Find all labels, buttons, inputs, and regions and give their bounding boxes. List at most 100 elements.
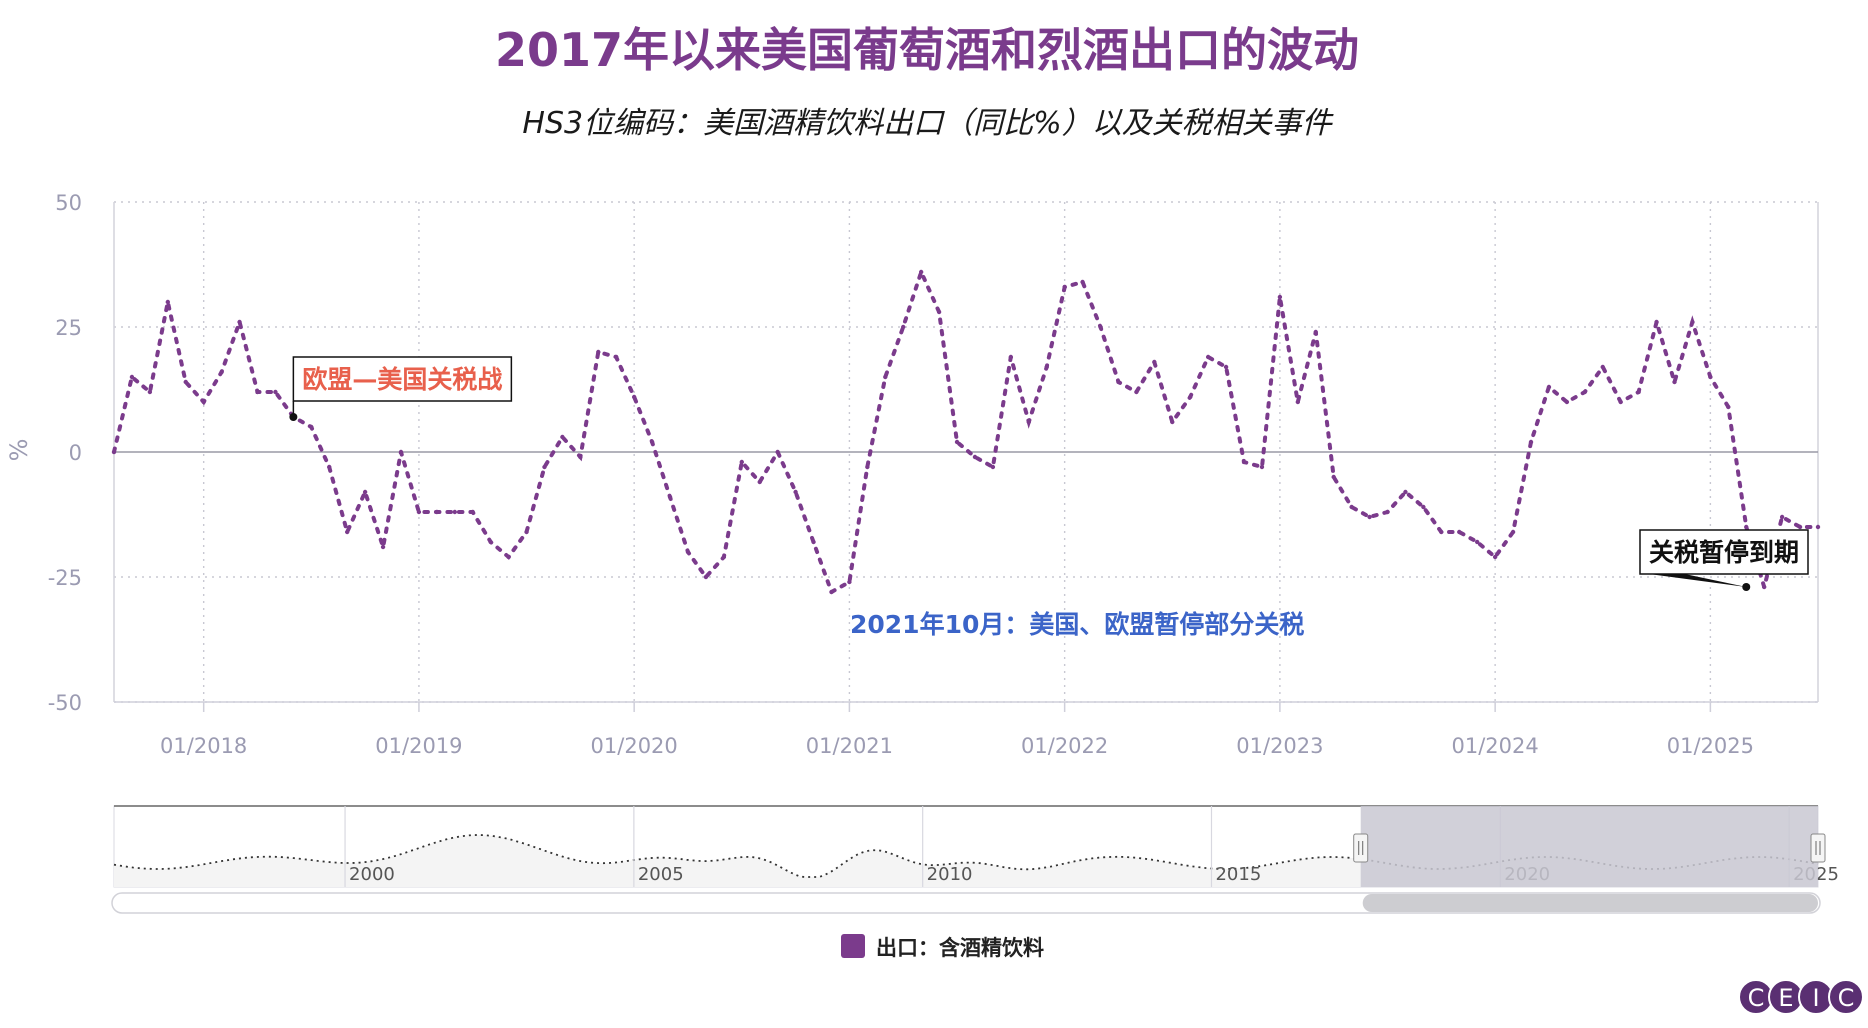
data-point [829, 589, 834, 595]
y-axis-label: % [5, 439, 33, 462]
data-point [936, 309, 942, 315]
navigator-scrollbar[interactable] [111, 892, 1821, 914]
annotation-label: 关税暂停到期 [1649, 538, 1799, 567]
data-point [1313, 329, 1318, 335]
data-point [1439, 529, 1444, 535]
data-point [488, 539, 493, 545]
data-point [775, 449, 780, 455]
data-point [1690, 319, 1695, 325]
data-point [972, 454, 978, 460]
logo-letter: I [1812, 984, 1819, 1012]
data-point [452, 509, 457, 515]
data-point [542, 464, 547, 470]
data-point [1152, 359, 1157, 365]
data-point [685, 549, 691, 555]
x-axis-ticks: 01/2018 01/2019 01/2020 01/2021 01/2022 01/20… [160, 734, 1754, 758]
data-point [1098, 324, 1103, 330]
legend[interactable]: 出口：含酒精饮料 [841, 934, 1044, 960]
x-tick-label: 01/2025 [1667, 734, 1754, 758]
data-point [918, 269, 924, 275]
x-tick-label: 01/2024 [1452, 734, 1539, 758]
data-point [560, 434, 565, 440]
data-point [380, 544, 386, 550]
y-axis-ticks: 50 25 0 -25 -50 [48, 191, 82, 715]
data-point [1600, 364, 1605, 370]
data-point [1779, 514, 1785, 520]
data-point [1761, 584, 1767, 590]
data-point [596, 349, 601, 355]
data-point [1116, 379, 1121, 385]
data-point [1797, 524, 1803, 530]
navigator-handle-left [1353, 833, 1369, 863]
data-point [111, 449, 117, 455]
data-point [954, 439, 960, 445]
y-tick-label: -25 [48, 566, 82, 590]
data-point [344, 529, 350, 535]
data-point [1241, 459, 1247, 465]
chart-subtitle: HS3位编码：美国酒精饮料出口（同比%）以及关税相关事件 [522, 106, 1334, 141]
legend-label: 出口：含酒精饮料 [876, 936, 1044, 960]
data-point [847, 579, 852, 585]
annotation-point [289, 413, 298, 421]
data-point [1205, 354, 1211, 360]
data-point [1708, 374, 1713, 380]
logo-letter: C [1838, 984, 1855, 1012]
data-point [416, 509, 422, 515]
data-point [739, 459, 744, 465]
navigator-year-label: 2010 [927, 864, 973, 885]
data-point [793, 489, 798, 495]
data-point [1492, 554, 1498, 560]
navigator-handle-right [1810, 833, 1826, 863]
logo-letter: C [1748, 984, 1765, 1012]
data-point [255, 389, 260, 395]
x-tick-label: 01/2019 [375, 734, 462, 758]
annotation-layer: 欧盟—美国关税战 2021年10月：美国、欧盟暂停部分关税 关税暂停到期 [289, 356, 1809, 639]
logo-letter: E [1778, 984, 1793, 1012]
data-point [470, 509, 475, 515]
data-point [1726, 404, 1731, 410]
y-tick-label: 0 [69, 441, 82, 465]
data-point [398, 449, 404, 455]
data-point [1672, 379, 1677, 385]
data-point [434, 509, 440, 515]
data-point [1385, 509, 1390, 515]
annotation-point [1742, 583, 1751, 591]
y-tick-label: 50 [55, 191, 82, 215]
range-navigator[interactable]: 200020052010201520202025 [113, 805, 1839, 888]
x-tick-label: 01/2021 [806, 734, 893, 758]
annotation-1: 欧盟—美国关税战 [289, 356, 513, 421]
data-point [1080, 279, 1085, 285]
data-point [1510, 529, 1516, 535]
navigator-year-label: 2005 [638, 864, 684, 885]
data-point [811, 539, 816, 545]
data-point [1618, 399, 1623, 405]
x-tick-label: 01/2023 [1236, 734, 1323, 758]
navigator-selection [1360, 806, 1818, 887]
data-point [1744, 524, 1749, 530]
annotation-label: 欧盟—美国关税战 [302, 365, 502, 394]
data-point [865, 464, 870, 470]
data-point [1528, 439, 1534, 445]
x-tick-label: 01/2020 [591, 734, 678, 758]
data-point [165, 299, 171, 305]
series-line-exports [112, 266, 1820, 595]
data-point [631, 394, 637, 400]
data-point [1475, 539, 1480, 545]
x-tick-label: 01/2022 [1021, 734, 1108, 758]
data-point [1044, 364, 1049, 370]
chart-title: 2017年以来美国葡萄酒和烈酒出口的波动 [495, 23, 1359, 77]
data-point [667, 494, 673, 500]
annotation-box [292, 356, 513, 402]
data-point [362, 489, 368, 495]
navigator-year-label: 2000 [349, 864, 395, 885]
data-point [649, 439, 655, 445]
data-point [1170, 419, 1175, 425]
x-tick-label: 01/2018 [160, 734, 247, 758]
data-point [1188, 394, 1193, 400]
data-point [1062, 284, 1067, 290]
series-layer [111, 266, 1821, 595]
data-point [703, 574, 709, 580]
data-point [1546, 384, 1552, 390]
